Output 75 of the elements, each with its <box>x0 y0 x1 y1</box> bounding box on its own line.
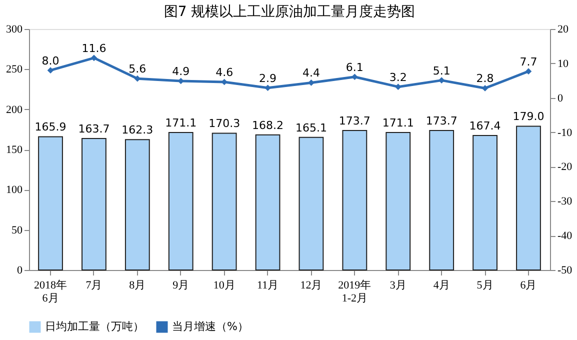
y-tick-label: 0 <box>17 264 23 276</box>
data-label: 5.1 <box>432 64 450 78</box>
data-label: 165.9 <box>34 120 66 134</box>
bar <box>516 126 541 270</box>
data-label: 2.8 <box>476 72 494 86</box>
y-tick-label: 100 <box>6 184 23 196</box>
x-tick-label: 3月 <box>390 280 406 292</box>
data-label: 5.6 <box>128 62 146 76</box>
x-tick-label: 2018年 6月 <box>34 280 68 304</box>
chart-title: 图7 规模以上工业原油加工量月度走势图 <box>164 4 416 20</box>
data-label: 7.7 <box>520 55 538 68</box>
data-label: 3.2 <box>389 70 407 84</box>
point <box>394 84 402 90</box>
x-tick-label: 2019年 1-2月 <box>338 280 372 304</box>
data-label: 171.1 <box>382 116 414 130</box>
data-label: 179.0 <box>512 110 544 124</box>
x-tick-label: 5月 <box>476 280 494 292</box>
point <box>221 78 228 86</box>
x-tick-label: 8月 <box>129 280 146 292</box>
data-label: 6.1 <box>346 60 364 74</box>
x-tick-label: 10月 <box>213 280 236 292</box>
data-label: 171.1 <box>165 116 197 130</box>
bar <box>168 132 194 270</box>
data-label: 167.4 <box>469 120 501 133</box>
point <box>90 54 98 62</box>
point <box>482 85 488 92</box>
x-tick-label: 12月 <box>300 280 322 292</box>
data-label: 173.7 <box>426 114 458 128</box>
bar <box>472 135 498 270</box>
point <box>264 84 271 92</box>
y-tick-label: 50 <box>12 224 23 236</box>
point <box>352 74 358 80</box>
y-tick-label: 250 <box>6 64 23 76</box>
y2-tick-label: -10 <box>558 126 573 139</box>
bar <box>212 132 237 270</box>
bar <box>124 139 150 270</box>
y-tick-label: 150 <box>6 144 23 156</box>
y2-tick-label: 0 <box>558 92 564 104</box>
data-label: 8.0 <box>42 54 60 68</box>
data-label: 4.6 <box>216 66 234 80</box>
bar <box>298 136 324 270</box>
data-label: 2.9 <box>259 72 277 85</box>
data-label: 170.3 <box>208 117 240 130</box>
x-tick-label: 7月 <box>86 280 102 292</box>
x-tick-label: 9月 <box>172 280 190 292</box>
data-label: 163.7 <box>78 122 110 136</box>
y2-tick-label: 20 <box>558 24 569 36</box>
x-tick-label: 6月 <box>520 280 537 292</box>
point <box>525 68 532 75</box>
bar <box>82 138 106 270</box>
x-tick-label: 11月 <box>256 280 279 292</box>
y2-tick-label: -30 <box>558 196 573 208</box>
bar <box>342 130 368 270</box>
point <box>438 77 445 84</box>
legend-label: 日均加工量（万吨） <box>45 320 144 333</box>
bar <box>255 134 280 270</box>
bar <box>429 130 454 270</box>
y2-tick-label: -20 <box>558 161 573 174</box>
data-label: 173.7 <box>338 114 370 128</box>
legend-label: 当月增速（%） <box>172 320 248 333</box>
data-label: 11.6 <box>82 42 106 55</box>
y-tick-label: 300 <box>6 24 23 36</box>
y-tick-label: 200 <box>6 104 23 116</box>
data-label: 4.4 <box>302 66 320 80</box>
bar <box>38 136 63 270</box>
x-tick-label: 4月 <box>433 280 450 292</box>
y2-tick-label: -40 <box>558 230 573 242</box>
y2-tick-label: 10 <box>558 58 569 70</box>
y2-tick-label: -50 <box>558 264 573 276</box>
data-label: 168.2 <box>252 118 284 132</box>
data-label: 165.1 <box>295 121 327 134</box>
data-label: 162.3 <box>122 124 154 137</box>
point <box>47 67 54 74</box>
data-label: 4.9 <box>172 64 190 78</box>
bar <box>386 132 411 270</box>
